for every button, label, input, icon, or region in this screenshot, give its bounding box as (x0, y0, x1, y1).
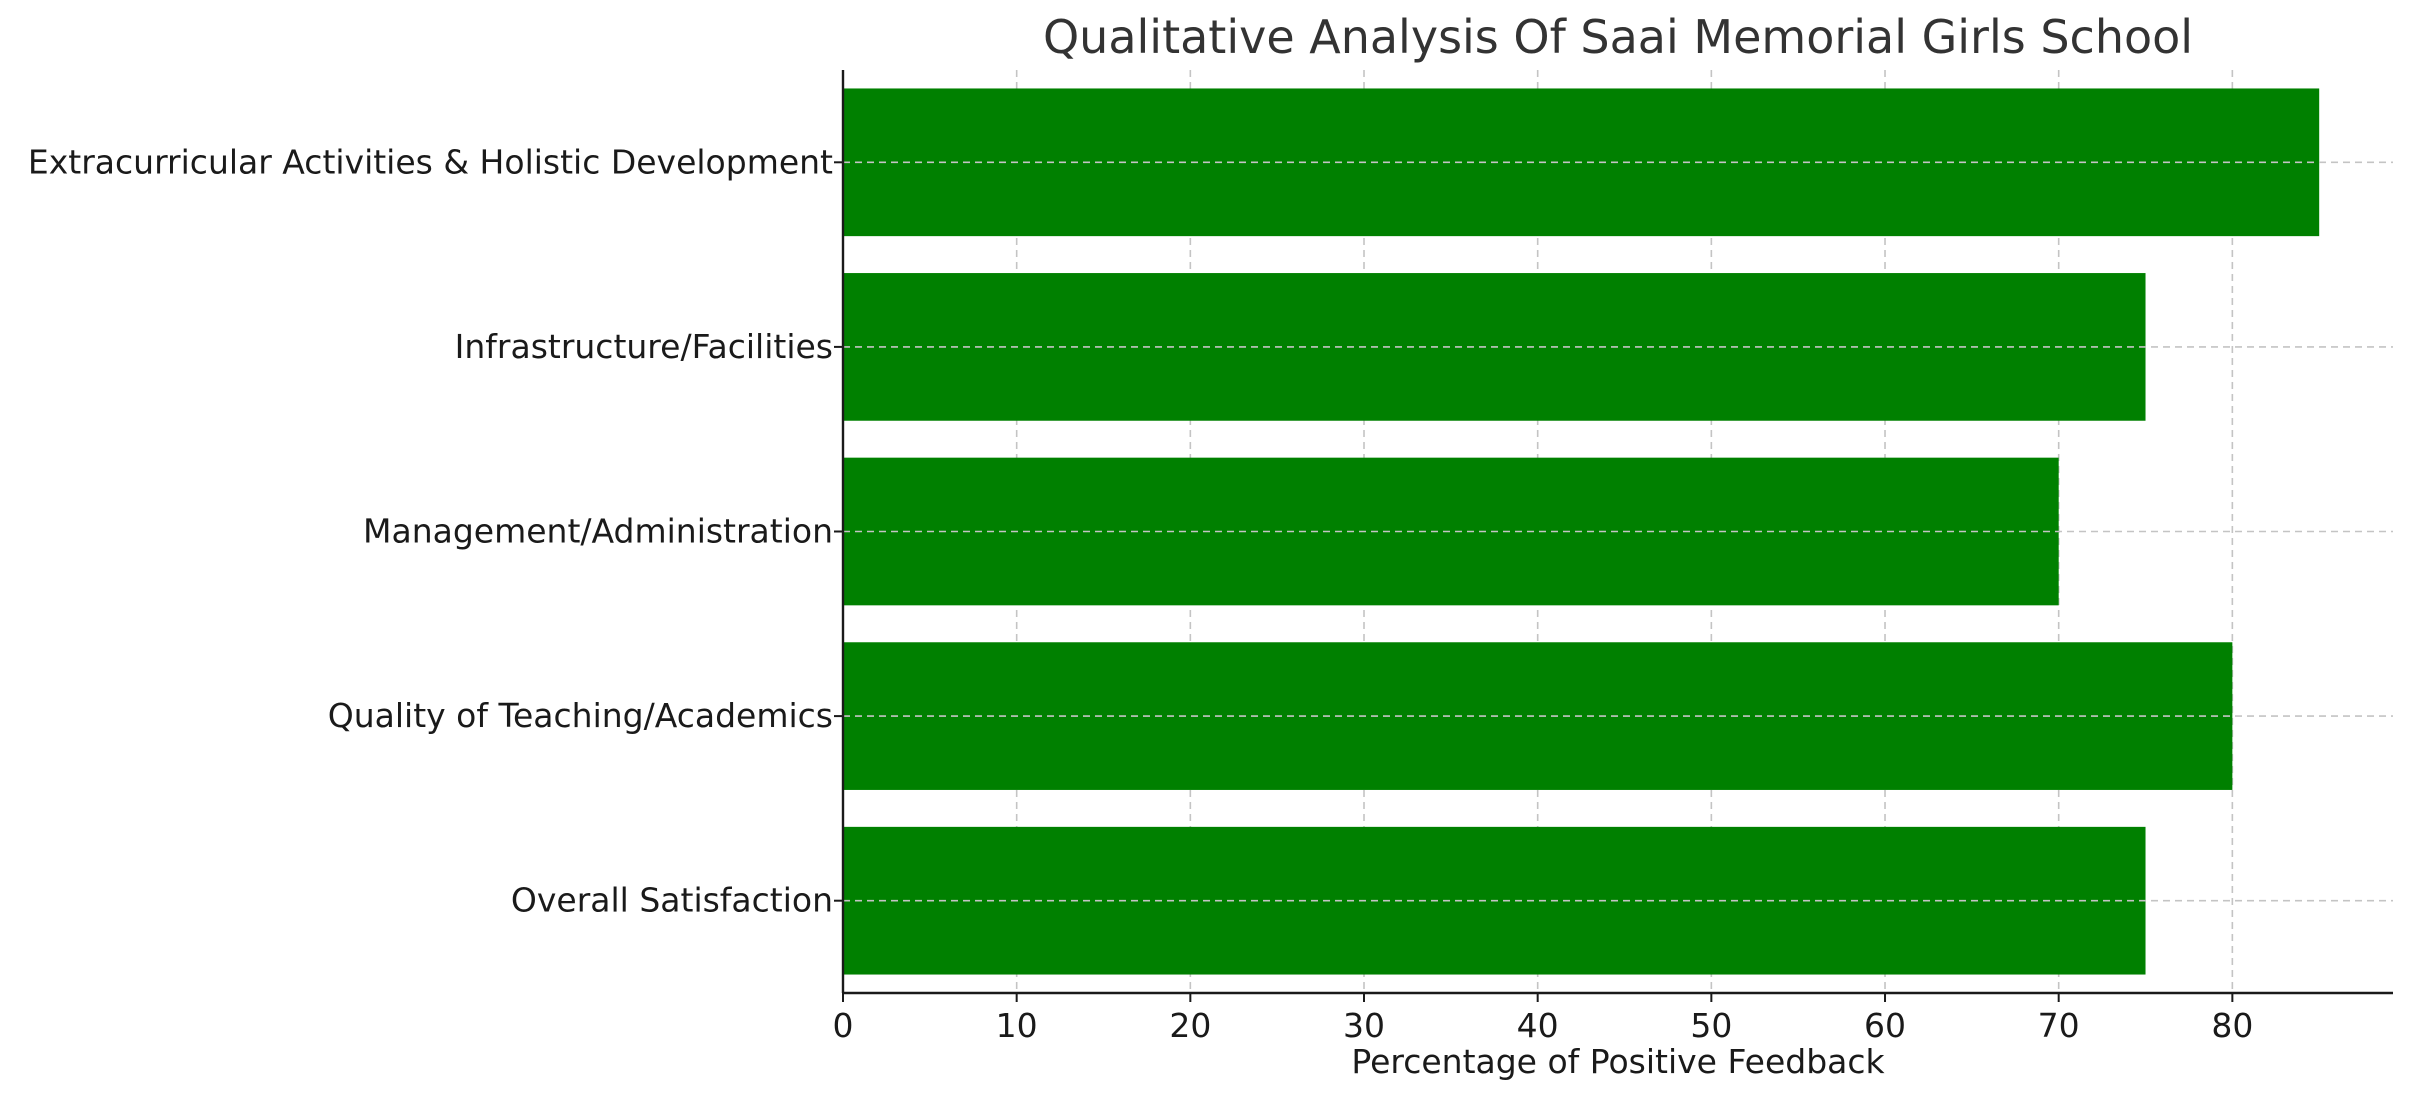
category-label: Management/Administration (363, 512, 833, 551)
category-label: Overall Satisfaction (511, 881, 833, 920)
axes (834, 70, 2393, 995)
horizontal-grid-lines (843, 161, 2393, 902)
x-tick-label: 0 (833, 1006, 854, 1045)
chart-title: Qualitative Analysis Of Saai Memorial Gi… (1043, 10, 2193, 64)
x-tick-label: 50 (1690, 1006, 1732, 1045)
x-tick-label: 20 (1169, 1006, 1211, 1045)
x-tick-label: 10 (996, 1006, 1038, 1045)
x-tick-label: 80 (2211, 1006, 2253, 1045)
x-tick-label: 40 (1517, 1006, 1559, 1045)
category-label: Quality of Teaching/Academics (328, 696, 833, 735)
x-tick-label: 60 (1864, 1006, 1906, 1045)
x-tick-label: 70 (2038, 1006, 2080, 1045)
x-tick-label: 30 (1343, 1006, 1385, 1045)
x-axis-label: Percentage of Positive Feedback (1351, 1042, 1885, 1081)
category-label: Extracurricular Activities & Holistic De… (28, 142, 833, 181)
category-label: Infrastructure/Facilities (455, 327, 833, 366)
x-axis-ticks: 0 10 20 30 40 50 60 70 80 (833, 993, 2253, 1045)
category-labels: Extracurricular Activities & Holistic De… (28, 142, 833, 919)
